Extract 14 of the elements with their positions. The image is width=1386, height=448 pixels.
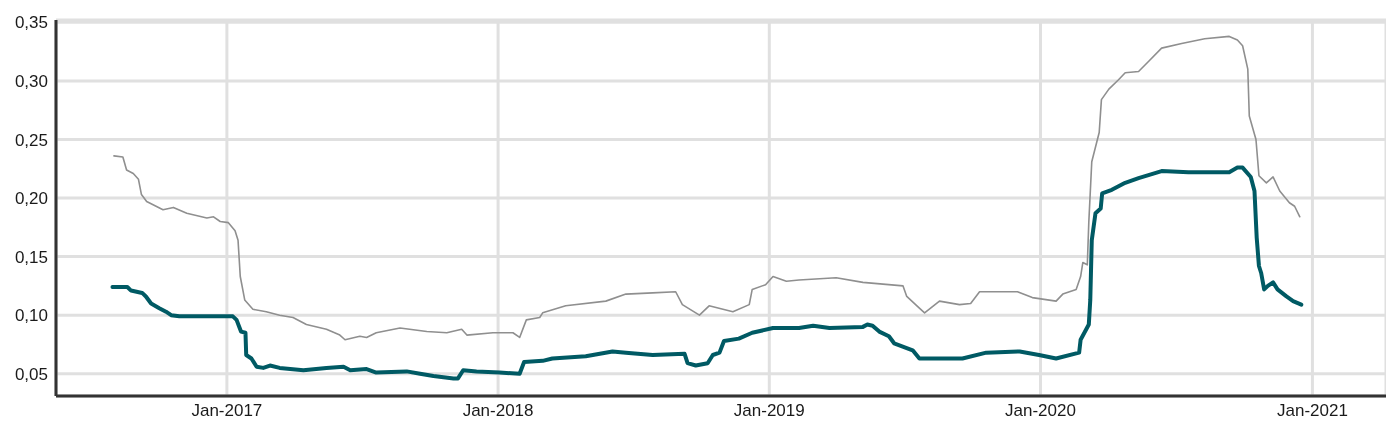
y-tick-label: 0,30 — [14, 71, 48, 91]
y-tick-label: 0,35 — [14, 13, 48, 33]
y-tick-label: 0,25 — [14, 130, 48, 150]
y-tick-label: 0,10 — [14, 306, 48, 326]
x-tick-label: Jan-2019 — [733, 401, 805, 421]
y-tick-label: 0,15 — [14, 247, 48, 267]
line-series — [113, 35, 1301, 341]
x-tick-label: Jan-2018 — [462, 401, 534, 421]
x-tick-label: Jan-2017 — [191, 401, 263, 421]
line-series — [110, 165, 1304, 381]
x-tick-label: Jan-2021 — [1277, 401, 1348, 421]
y-tick-label: 0,05 — [14, 364, 48, 384]
y-tick-label: 0,20 — [14, 189, 48, 209]
x-tick-label: Jan-2020 — [1005, 401, 1076, 421]
